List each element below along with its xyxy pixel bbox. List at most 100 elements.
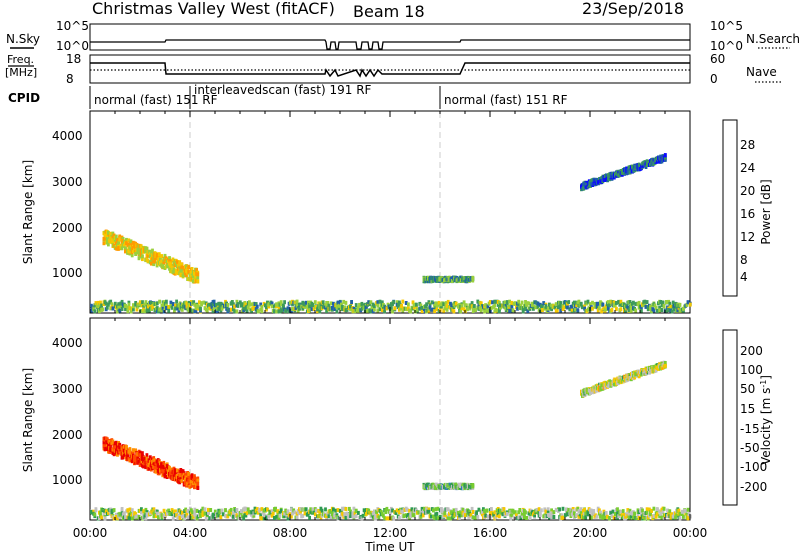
data-cell xyxy=(258,507,261,512)
data-cell xyxy=(583,304,586,309)
data-cell xyxy=(130,508,134,513)
data-cell xyxy=(674,511,677,516)
data-cell xyxy=(291,511,294,516)
data-cell xyxy=(458,513,461,518)
data-cell xyxy=(210,304,214,309)
data-cell xyxy=(153,259,157,264)
data-cell xyxy=(438,307,442,312)
data-cell xyxy=(577,299,581,304)
data-cell xyxy=(278,510,282,515)
data-cell xyxy=(652,506,656,511)
data-cell xyxy=(92,509,96,514)
nsky-label: N.Sky xyxy=(6,32,40,46)
data-cell xyxy=(452,309,456,314)
data-cell xyxy=(149,303,152,308)
data-cell xyxy=(226,514,230,519)
data-cell xyxy=(520,513,524,518)
data-cell xyxy=(208,302,211,307)
data-cell xyxy=(617,299,621,304)
data-cell xyxy=(238,300,242,305)
freq-label-2: [MHz] xyxy=(5,66,37,79)
data-cell xyxy=(155,511,159,516)
data-cell xyxy=(571,509,575,514)
data-cell xyxy=(658,305,661,310)
data-cell xyxy=(659,300,663,304)
data-cell xyxy=(343,512,347,517)
data-cell xyxy=(185,264,188,269)
data-cell xyxy=(409,309,413,314)
data-cell xyxy=(653,303,657,308)
data-cell xyxy=(146,304,150,309)
data-cell xyxy=(185,301,189,306)
data-cell xyxy=(176,260,179,265)
data-cell xyxy=(141,254,144,259)
data-cell xyxy=(419,514,423,519)
data-cell xyxy=(316,307,319,312)
data-cell xyxy=(570,304,574,309)
data-cell xyxy=(285,514,289,519)
data-cell xyxy=(144,465,148,470)
data-cell xyxy=(599,514,602,519)
data-cell xyxy=(523,515,526,520)
data-cell xyxy=(120,246,124,251)
data-cell xyxy=(120,508,124,513)
data-cell xyxy=(293,510,297,515)
data-cell xyxy=(95,303,99,308)
data-cell xyxy=(510,513,514,518)
data-cell xyxy=(260,304,264,309)
data-cell xyxy=(101,307,105,312)
data-cell xyxy=(542,301,546,306)
data-cell xyxy=(110,236,114,241)
data-cell xyxy=(273,516,276,520)
data-cell xyxy=(183,271,187,276)
data-cell xyxy=(179,305,183,310)
data-cell xyxy=(659,512,663,516)
data-cell xyxy=(136,247,140,252)
data-cell xyxy=(348,506,351,511)
data-cell xyxy=(644,304,648,309)
data-cell xyxy=(174,306,177,311)
data-cell xyxy=(301,513,305,518)
data-cell xyxy=(138,450,142,455)
velocity-cbar-tick-100: 100 xyxy=(740,363,763,377)
data-cell xyxy=(196,275,200,280)
data-cell xyxy=(286,510,290,514)
data-cell xyxy=(554,507,558,512)
cpid-label: CPID xyxy=(8,91,40,105)
data-cell xyxy=(120,299,124,304)
data-cell xyxy=(668,301,672,306)
data-cell xyxy=(155,306,159,311)
data-cell xyxy=(513,510,517,515)
data-cell xyxy=(471,309,475,313)
data-cell xyxy=(493,510,497,515)
data-cell xyxy=(165,299,168,304)
data-cell xyxy=(153,256,157,261)
data-cell xyxy=(193,474,196,479)
data-cell xyxy=(279,300,283,305)
data-cell xyxy=(107,242,110,247)
data-cell xyxy=(601,302,605,307)
data-cell xyxy=(570,307,574,312)
data-cell xyxy=(260,309,264,314)
data-cell xyxy=(598,508,601,513)
data-cell xyxy=(609,511,613,516)
data-cell xyxy=(393,306,397,311)
data-cell xyxy=(546,507,550,512)
data-cell xyxy=(428,305,432,310)
data-cell xyxy=(288,300,292,305)
data-cell xyxy=(561,506,565,511)
data-cell xyxy=(203,507,207,512)
data-cell xyxy=(442,308,446,313)
data-cell xyxy=(671,514,675,519)
data-cell xyxy=(459,309,463,314)
data-cell xyxy=(107,510,110,515)
data-cell xyxy=(669,304,673,309)
xtick-4: 16:00 xyxy=(473,526,508,540)
data-cell xyxy=(433,309,436,314)
data-cell xyxy=(135,307,139,312)
data-cell xyxy=(369,300,373,305)
data-cell xyxy=(584,515,588,520)
data-cell xyxy=(590,515,593,520)
data-cell xyxy=(519,303,523,308)
data-cell xyxy=(446,516,450,521)
